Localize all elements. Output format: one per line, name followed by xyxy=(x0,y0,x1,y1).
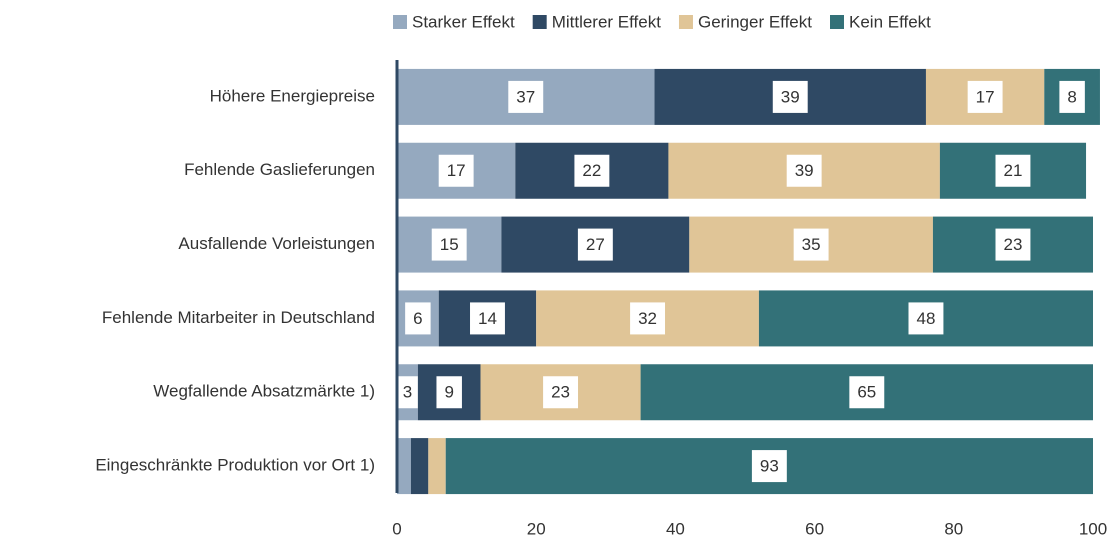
data-label-box xyxy=(751,450,787,483)
data-label-box xyxy=(995,154,1031,187)
data-label: 8 xyxy=(1067,87,1076,106)
legend-swatch xyxy=(830,15,844,29)
data-label-box xyxy=(438,154,474,187)
data-label-box xyxy=(630,302,666,335)
data-label-box xyxy=(508,80,544,113)
data-label-box xyxy=(967,80,1003,113)
data-label-box xyxy=(405,302,431,335)
x-tick-label: 100 xyxy=(1079,519,1107,538)
y-tick-label: Höhere Energiepreise xyxy=(210,86,375,105)
data-label: 27 xyxy=(586,235,605,254)
legend-label: Geringer Effekt xyxy=(698,12,812,31)
data-label: 32 xyxy=(638,309,657,328)
data-label-box xyxy=(786,154,822,187)
data-label: 39 xyxy=(781,87,800,106)
legend-swatch xyxy=(393,15,407,29)
data-label: 23 xyxy=(551,383,570,402)
data-label-box xyxy=(1059,80,1085,113)
y-tick-label: Wegfallende Absatzmärkte 1) xyxy=(153,382,375,401)
x-tick-label: 0 xyxy=(392,519,401,538)
data-label: 35 xyxy=(802,235,821,254)
data-label-box xyxy=(849,376,885,409)
x-tick-label: 40 xyxy=(666,519,685,538)
data-label: 22 xyxy=(582,161,601,180)
data-label-box xyxy=(793,228,829,261)
data-label: 17 xyxy=(976,87,995,106)
data-label: 39 xyxy=(795,161,814,180)
bar-segment xyxy=(410,438,429,495)
legend-label: Mittlerer Effekt xyxy=(552,12,662,31)
y-tick-label: Ausfallende Vorleistungen xyxy=(178,234,375,253)
data-label-box xyxy=(543,376,579,409)
data-label: 14 xyxy=(478,309,497,328)
data-label-box xyxy=(772,80,808,113)
legend-swatch xyxy=(678,15,693,29)
y-tick-label: Fehlende Gaslieferungen xyxy=(184,160,375,179)
bar-segment xyxy=(428,438,446,495)
data-label: 21 xyxy=(1003,161,1022,180)
data-label: 65 xyxy=(857,383,876,402)
x-tick-label: 80 xyxy=(944,519,963,538)
data-label-box xyxy=(436,376,462,409)
legend-swatch xyxy=(532,15,547,29)
data-label-box xyxy=(470,302,505,335)
data-label: 6 xyxy=(413,309,422,328)
data-label: 17 xyxy=(447,161,466,180)
data-label: 15 xyxy=(440,235,459,254)
y-tick-label: Fehlende Mitarbeiter in Deutschland xyxy=(102,308,375,327)
data-label-box xyxy=(577,228,613,261)
data-label: 23 xyxy=(1003,235,1022,254)
data-label: 37 xyxy=(516,87,535,106)
data-label-box xyxy=(431,228,467,261)
x-tick-label: 60 xyxy=(805,519,824,538)
data-label-box xyxy=(394,376,421,409)
data-label: 93 xyxy=(760,457,779,476)
legend-label: Starker Effekt xyxy=(412,12,515,31)
data-label-box xyxy=(908,302,944,335)
legend-label: Kein Effekt xyxy=(849,12,931,31)
x-tick-label: 20 xyxy=(527,519,546,538)
bar-segment xyxy=(397,438,411,495)
data-label-box xyxy=(574,154,610,187)
y-tick-label: Eingeschränkte Produktion vor Ort 1) xyxy=(95,456,375,475)
data-label: 9 xyxy=(444,383,453,402)
data-label: 48 xyxy=(916,309,935,328)
data-label: 3 xyxy=(403,383,412,402)
data-label-box xyxy=(995,228,1031,261)
